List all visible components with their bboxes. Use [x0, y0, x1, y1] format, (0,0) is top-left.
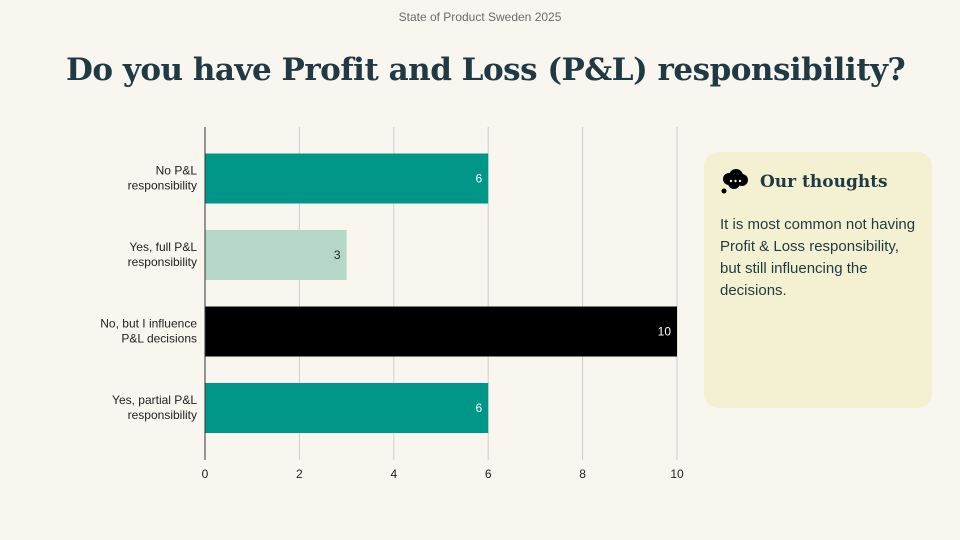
page-title: Do you have Profit and Loss (P&L) respon… [66, 52, 906, 88]
x-tick-label: 0 [202, 467, 209, 481]
category-label: Yes, full P&L responsibility [128, 240, 198, 269]
thoughts-text: It is most common not having Profit & Lo… [720, 216, 916, 299]
bar [205, 230, 347, 280]
data-label: 3 [334, 248, 341, 262]
data-label: 6 [476, 172, 483, 186]
x-tick-label: 4 [390, 467, 397, 481]
bar [205, 383, 489, 433]
thoughts-panel: Our thoughts It is most common not havin… [704, 152, 932, 408]
bar-chart: 6 No P&L responsibility 3 Yes, full P&L respo… [100, 127, 684, 481]
thoughts-title: Our thoughts [760, 172, 888, 192]
category-label: No P&L responsibility [128, 164, 198, 193]
report-header: State of Product Sweden 2025 [398, 10, 562, 24]
thought-bubble-icon [721, 169, 748, 194]
thoughts-header: Our thoughts [720, 168, 916, 196]
x-tick-label: 6 [485, 467, 492, 481]
x-tick-label: 2 [296, 467, 303, 481]
data-label: 6 [476, 401, 483, 415]
bar [205, 306, 677, 357]
category-label: Yes, partial P&L responsibility [112, 393, 197, 422]
x-tick-label: 8 [579, 467, 586, 481]
data-label: 10 [658, 325, 672, 339]
category-label: No, but I influence P&L decisions [100, 317, 197, 346]
bar [205, 153, 489, 204]
x-tick-label: 10 [670, 467, 684, 481]
